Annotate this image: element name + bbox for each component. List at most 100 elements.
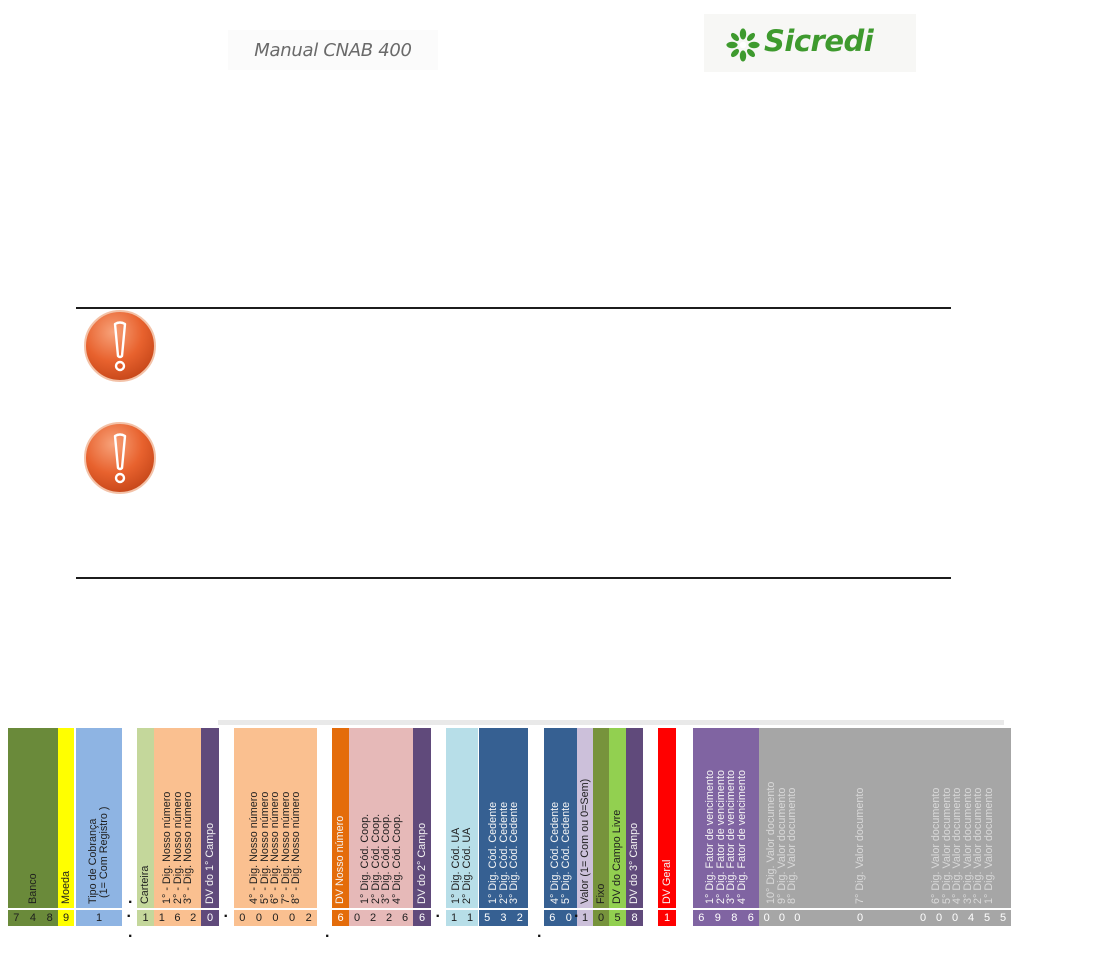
barcode-digit: 8 [726,910,743,926]
barcode-field: DV do Campo Livre [609,728,626,908]
barcode-digit: 0 [593,910,609,926]
barcode-digit: 5 [609,910,626,926]
barcode-digit: 0 [234,910,251,926]
barcode-field: 7° Dig. Valor documento [805,728,915,908]
barcode-digit: 1 [137,910,154,926]
barcode-digit: 8 [41,910,58,926]
barcode-field-label: 7° Dig. Valor documento [853,787,866,904]
field-separator-dot: . [223,904,228,921]
barcode-digit: 1 [76,910,122,926]
barcode-digit: 1 [577,910,593,926]
barcode-digit: 9 [58,910,74,926]
warning-icon [84,310,156,382]
barcode-digit: 5 [479,910,496,926]
barcode-field-label: DV do 2° Campo [415,822,428,904]
barcode-field-label: Valor (1= Com ou 0=Sem) [578,778,591,904]
barcode-field-label: 10° Dig. Valor documento 9° Dig. Valor d… [765,781,799,904]
barcode-digit: 6 [397,910,413,926]
barcode-digit: 0 [560,910,577,926]
barcode-digit: 0 [947,910,963,926]
barcode-field-label: Fixo [594,883,607,904]
barcode-field-label: 4° - Dig. Nosso número 5° - Dig. Nosso n… [248,791,303,904]
barcode-field-label: Tipo de Cobrança (1= Com Registro ) [87,806,110,905]
field-separator-dot: . [435,904,440,921]
barcode-field-label: DV Nosso número [334,815,347,904]
diagram-top-border [218,720,1004,725]
barcode-field: DV Nosso número [332,728,349,908]
barcode-field: 1° - Dig. Nosso número 2° - Dig. Nosso n… [154,728,201,908]
barcode-field-label: 1° Dig. Fator de vencimento 2° Dig. Fato… [703,770,748,904]
barcode-digit: 6 [169,910,186,926]
barcode-digit: 0 [789,910,805,926]
barcode-digit: 1 [462,910,478,926]
barcode-digit: 8 [626,910,643,926]
barcode-field: Moeda [58,728,74,908]
warning-icon [84,422,156,494]
barcode-field-label: 1° Dig. Cód. Coop. 2° Dig. Cód. Coop. 3°… [358,813,403,904]
barcode-field-label: DV do Campo Livre [611,809,624,904]
barcode-digit: 5 [995,910,1011,926]
barcode-field: 1° Dig. Fator de vencimento 2° Dig. Fato… [693,728,759,908]
barcode-field: 1° Dig. Cód. Cedente 2° Dig. Cód. Cedent… [479,728,528,908]
barcode-digit: 2 [381,910,397,926]
barcode-field-label: DV do 1° Campo [203,822,216,904]
barcode-digit: 0 [349,910,365,926]
barcode-digit: 2 [300,910,317,926]
barcode-field: 1° Dig. Cód. UA 2° Dig. Cód. UA [446,728,478,908]
barcode-field: DV do 2° Campo [413,728,431,908]
barcode-field: Tipo de Cobrança (1= Com Registro ) [76,728,122,908]
barcode-field: Valor (1= Com ou 0=Sem) [577,728,593,908]
barcode-digit: 9 [709,910,726,926]
barcode-field: 4° Dig. Cód. Cedente 5° Dig. Cód. Cedent… [544,728,577,908]
barcode-field: 1° Dig. Cód. Coop. 2° Dig. Cód. Coop. 3°… [349,728,413,908]
barcode-field-label: Moeda [59,870,72,904]
barcode-digit: 0 [915,910,931,926]
barcode-digit: 4 [963,910,979,926]
barcode-digit: 0 [201,910,219,926]
barcode-digit: 6 [742,910,759,926]
barcode-digit: 6 [693,910,710,926]
barcode-field-label: 1° - Dig. Nosso número 2° - Dig. Nosso n… [160,791,194,904]
barcode-digit: 5 [979,910,995,926]
barcode-digit: 2 [511,910,528,926]
barcode-digit: 0 [759,910,775,926]
barcode-digit: 2 [365,910,381,926]
brand-name: Sicredi [764,24,874,58]
barcode-field-label: 4° Dig. Cód. Cedente 5° Dig. Cód. Cedent… [548,801,572,904]
field-separator-dot: . [574,904,579,921]
barcode-digit: 1 [658,910,676,926]
barcode-digit: 4 [24,910,42,926]
barcode-digit: 0 [267,910,284,926]
barcode-field: DV do 3° Campo [626,728,643,908]
note-bottom-rule [76,577,951,579]
barcode-field: Carteira [137,728,154,908]
note-top-rule [76,307,951,309]
barcode-digit: 3 [495,910,512,926]
barcode-field-label: DV Geral [660,859,673,904]
field-separator-dot: . [537,924,542,941]
barcode-field-label: Carteira [139,865,152,904]
barcode-digit: 2 [185,910,201,926]
barcode-digit: 6 [332,910,349,926]
barcode-field: 6° Dig. Valor documento 5° Dig. Valor do… [915,728,1011,908]
barcode-field: 4° - Dig. Nosso número 5° - Dig. Nosso n… [234,728,317,908]
barcode-field-label: 6° Dig. Valor documento 5° Dig. Valor do… [930,787,996,904]
barcode-field-label: 1° Dig. Cód. Cedente 2° Dig. Cód. Cedent… [486,801,520,904]
sicredi-logo: Sicredi [704,14,916,72]
barcode-field-label: 1° Dig. Cód. UA 2° Dig. Cód. UA [450,827,473,904]
manual-title: Manual CNAB 400 [228,30,438,70]
barcode-digit: 6 [544,910,561,926]
barcode-field: Banco [8,728,58,908]
barcode-digit: 0 [931,910,947,926]
field-separator-dot: . [128,890,133,907]
field-separator-dot: . [128,924,133,941]
barcode-digit: 1 [154,910,170,926]
barcode-field: 10° Dig. Valor documento 9° Dig. Valor d… [759,728,805,908]
barcode-digit: 0 [250,910,268,926]
barcode-field: DV do 1° Campo [201,728,219,908]
barcode-field: Fixo [593,728,609,908]
barcode-digit: 6 [413,910,431,926]
sicredi-flower-icon [726,28,760,62]
barcode-digit: 0 [805,910,915,926]
barcode-digit: 0 [283,910,301,926]
